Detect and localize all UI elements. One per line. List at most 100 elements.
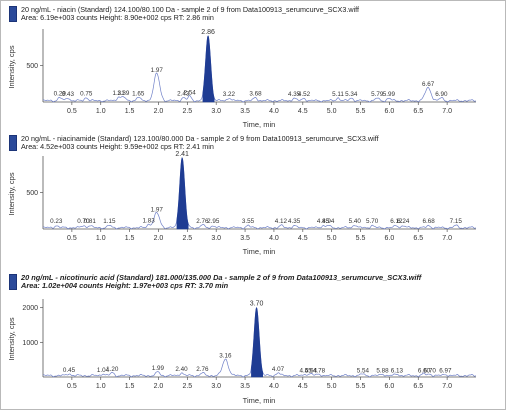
x-tick-label: 5.5 (356, 108, 366, 115)
x-tick-label: 3.0 (211, 383, 221, 390)
panel-2-summary: Area: 4.52e+003 counts Height: 9.59e+002… (21, 142, 214, 151)
peak-label: 0.45 (63, 367, 76, 374)
peak-label: 4.07 (272, 366, 285, 373)
y-axis-label: Intensity, cps (7, 317, 16, 360)
peak-label: 0.81 (84, 218, 97, 225)
peak-label: 4.85 (317, 218, 330, 225)
x-tick-label: 5.0 (327, 383, 337, 390)
x-axis-label: Time, min (243, 120, 276, 129)
peak-label: 0.75 (80, 91, 93, 98)
peak-label: 5.34 (345, 91, 358, 98)
peak-label: 4.12 (275, 218, 288, 225)
peak-label: 6.12 (390, 218, 403, 225)
main-peak-label: 3.70 (250, 301, 264, 308)
peak-label: 4.55 (300, 367, 313, 374)
peak-label: 0.23 (50, 218, 63, 225)
peak-label: 3.55 (242, 218, 255, 225)
y-tick-label: 2000 (22, 305, 38, 312)
peak-label: 4.35 (288, 218, 301, 225)
panel-3-title: 20 ng/mL - nicotinuric acid (Standard) 1… (21, 273, 422, 282)
peak-label: 6.70 (424, 367, 437, 374)
x-axis-label: Time, min (243, 396, 276, 405)
x-tick-label: 1.5 (125, 108, 135, 115)
peak-label: 1.97 (151, 206, 164, 213)
x-tick-label: 4.0 (269, 108, 279, 115)
peak-label: 1.04 (97, 367, 110, 374)
x-axis-label: Time, min (243, 247, 276, 256)
x-tick-label: 2.0 (154, 235, 164, 242)
main-peak-label: 2.41 (175, 151, 189, 158)
x-tick-label: 3.5 (240, 383, 250, 390)
x-tick-label: 3.5 (240, 235, 250, 242)
niacin-chromatogram: Intensity, cps Time, min 0.5 1.0 1.5 2.0 2.5… (7, 29, 477, 129)
peak-label: 7.15 (450, 218, 463, 225)
y-axis-label: Intensity, cps (7, 172, 16, 215)
panel-3-summary: Area: 1.02e+004 counts Height: 1.97e+003… (21, 281, 229, 290)
x-tick-label: 4.5 (298, 108, 308, 115)
peak-label: 0.29 (54, 91, 67, 98)
x-tick-label: 3.5 (240, 108, 250, 115)
x-tick-label: 1.0 (96, 108, 106, 115)
chromatogram-trace (42, 156, 477, 230)
x-tick-label: 4.0 (269, 235, 279, 242)
peak-label: 1.31 (112, 90, 125, 97)
peak-label: 4.35 (288, 91, 301, 98)
x-tick-label: 2.5 (182, 235, 192, 242)
niacinamide-chromatogram: Intensity, cps Time, min 0.5 1.0 1.5 2.0 2.5… (7, 151, 477, 256)
peak-label: 4.78 (313, 367, 326, 374)
x-tick-label: 2.0 (154, 383, 164, 390)
x-tick-label: 2.5 (182, 383, 192, 390)
peak-label: 6.68 (423, 218, 436, 225)
x-tick-label: 7.0 (442, 108, 452, 115)
peak-label: 5.99 (383, 91, 396, 98)
x-tick-label: 0.5 (67, 235, 77, 242)
integrated-peak (202, 35, 215, 103)
peak-label: 3.22 (223, 91, 236, 98)
peak-label: 2.54 (184, 90, 197, 97)
x-tick-label: 5.5 (356, 383, 366, 390)
peak-label: 1.20 (106, 366, 119, 373)
x-tick-label: 6.5 (413, 108, 423, 115)
y-axis-label: Intensity, cps (7, 45, 16, 88)
peak-label: 1.39 (117, 90, 130, 97)
peak-label: 4.52 (298, 91, 311, 98)
x-tick-label: 0.5 (67, 383, 77, 390)
x-tick-label: 1.0 (96, 383, 106, 390)
x-tick-label: 4.5 (298, 383, 308, 390)
peak-label: 4.94 (322, 218, 335, 225)
peak-label: 4.64 (305, 367, 318, 374)
peak-label: 5.79 (371, 91, 384, 98)
panel-1-title: 20 ng/mL - niacin (Standard) 124.100/80.… (21, 5, 360, 14)
peak-label: 0.70 (77, 218, 90, 225)
y-tick-label: 1000 (22, 340, 38, 347)
peak-label: 6.67 (422, 81, 435, 88)
peak-label: 6.97 (439, 368, 452, 375)
peak-label: 1.83 (143, 218, 156, 225)
x-tick-label: 5.5 (356, 235, 366, 242)
peak-label: 3.16 (219, 352, 232, 359)
x-tick-label: 7.0 (442, 383, 452, 390)
series-color-swatch (9, 6, 17, 22)
peak-label: 2.95 (207, 218, 220, 225)
panel-2-title: 20 ng/mL - niacinamide (Standard) 123.10… (21, 134, 379, 143)
y-tick-label: 500 (26, 63, 38, 70)
peak-label: 1.65 (132, 90, 145, 97)
series-color-swatch (9, 135, 17, 151)
peak-label: 5.70 (366, 218, 379, 225)
peak-label: 6.13 (391, 367, 404, 374)
x-tick-label: 3.0 (211, 108, 221, 115)
chromatogram-trace (42, 35, 477, 103)
x-tick-label: 1.0 (96, 235, 106, 242)
x-tick-label: 6.0 (385, 235, 395, 242)
x-tick-label: 6.0 (385, 108, 395, 115)
x-tick-label: 1.5 (125, 235, 135, 242)
x-tick-label: 0.5 (67, 108, 77, 115)
x-tick-label: 5.0 (327, 235, 337, 242)
peak-label: 5.11 (332, 91, 344, 98)
x-tick-label: 3.0 (211, 235, 221, 242)
peak-label: 2.43 (177, 91, 190, 98)
peak-label: 1.99 (152, 365, 165, 372)
main-peak-label: 2.86 (201, 29, 215, 36)
x-tick-label: 4.0 (269, 383, 279, 390)
